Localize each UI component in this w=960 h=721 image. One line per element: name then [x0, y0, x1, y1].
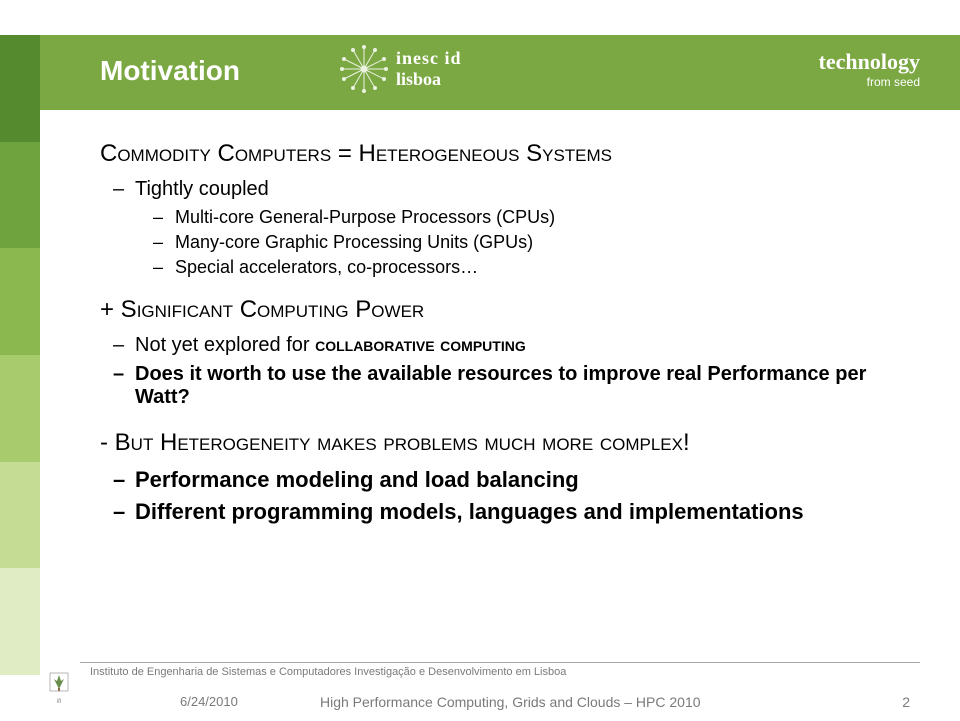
text-span: Not yet explored for [135, 334, 315, 356]
bullet-l3: Special accelerators, co-processors… [175, 257, 900, 278]
starburst-icon [340, 45, 388, 93]
bullet-l3: Multi-core General-Purpose Processors (C… [175, 207, 900, 228]
brand-tagline: technology from seed [819, 49, 920, 89]
heading-1: Commodity Computers = Heterogeneous Syst… [100, 140, 900, 168]
footer-org-text: Instituto de Engenharia de Sistemas e Co… [90, 666, 566, 678]
stripe [0, 355, 40, 462]
inesc-text-block: inesc id lisboa [396, 48, 462, 90]
slide-header: Motivation inesc id lisboa [0, 35, 960, 110]
heading-2: + Significant Computing Power [100, 296, 900, 324]
left-stripe-decoration [0, 35, 40, 675]
stripe [0, 248, 40, 355]
bullet-l2: Tightly coupled [135, 178, 900, 201]
footer-date: 6/24/2010 [180, 694, 238, 709]
brand-fromseed: from seed [819, 75, 920, 89]
footer-conference: High Performance Computing, Grids and Cl… [320, 694, 701, 710]
slide-content: Commodity Computers = Heterogeneous Syst… [100, 140, 900, 531]
svg-text:ifl: ifl [57, 699, 61, 705]
lisboa-label: lisboa [396, 69, 462, 90]
brand-technology: technology [819, 49, 920, 75]
footer-tree-icon: ifl [44, 671, 74, 706]
bullet-l2: Not yet explored for collaborative compu… [135, 334, 900, 357]
bullet-l3: Many-core Graphic Processing Units (GPUs… [175, 232, 900, 253]
bullet-l2-bold: Different programming models, languages … [135, 499, 900, 525]
footer-divider [80, 662, 920, 663]
slide-footer: ifl Instituto de Engenharia de Sistemas … [0, 656, 960, 721]
stripe [0, 142, 40, 249]
footer-page-number: 2 [902, 694, 910, 710]
bullet-l2-bold: Performance modeling and load balancing [135, 467, 900, 493]
stripe [0, 462, 40, 569]
slide-title: Motivation [100, 55, 240, 87]
inesc-logo: inesc id lisboa [340, 45, 462, 93]
heading-3: - But Heterogeneity makes problems much … [100, 429, 900, 457]
bullet-l2: Does it worth to use the available resou… [135, 363, 900, 409]
text-span-sc: collaborative computing [315, 334, 526, 356]
inesc-label: inesc id [396, 48, 462, 69]
